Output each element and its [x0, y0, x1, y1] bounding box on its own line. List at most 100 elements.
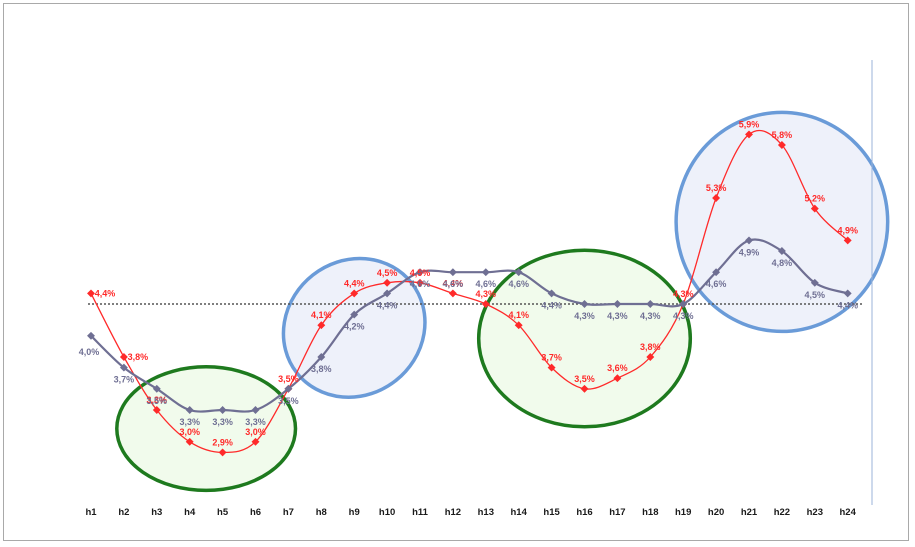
series-1-point-h22 — [777, 141, 786, 149]
series-2-label-h6: 3,3% — [245, 417, 266, 427]
series-1-label-h7: 3,5% — [278, 374, 299, 384]
series-1-point-h23 — [810, 204, 819, 213]
series-1-label-h6: 3,0% — [245, 427, 266, 437]
series-1-label-h21: 5,9% — [739, 119, 760, 129]
series-2-label-h11: 4,6% — [410, 279, 431, 289]
x-tick-h12: h12 — [445, 507, 461, 518]
x-tick-h24: h24 — [840, 507, 857, 518]
series-1-point-h8 — [317, 321, 326, 330]
series-1-point-h13 — [481, 300, 490, 308]
series-1-point-h9 — [350, 289, 359, 298]
series-2-point-h5 — [218, 406, 227, 414]
series-1-label-h11: 4,5% — [410, 268, 431, 278]
x-tick-h14: h14 — [511, 507, 528, 518]
x-tick-h18: h18 — [642, 507, 658, 518]
series-2-point-h3 — [152, 384, 161, 393]
series-2-label-h7: 3,5% — [278, 396, 299, 406]
series-2-label-h18: 4,3% — [640, 311, 661, 321]
series-2-label-h22: 4,8% — [772, 258, 793, 268]
x-tick-h3: h3 — [151, 507, 162, 518]
x-tick-h21: h21 — [741, 507, 758, 518]
series-2-label-h4: 3,3% — [179, 417, 200, 427]
x-tick-h20: h20 — [708, 507, 724, 518]
series-1-point-h20 — [712, 194, 721, 202]
series-2-label-h9: 4,2% — [344, 322, 365, 332]
series-2-label-h16: 4,3% — [574, 311, 595, 321]
series-1-label-h23: 5,2% — [805, 194, 826, 204]
series-1-label-h2: 3,8% — [128, 352, 149, 362]
series-1-label-h22: 5,8% — [772, 130, 793, 140]
series-2-point-h13 — [481, 268, 490, 277]
series-2-label-h15: 4,4% — [541, 300, 562, 310]
x-tick-h8: h8 — [316, 507, 327, 518]
series-2-point-h14 — [514, 268, 523, 277]
series-1-point-h11 — [416, 278, 424, 287]
series-1-label-h15: 3,7% — [541, 353, 562, 363]
series-1-label-h19: 4,3% — [673, 289, 694, 299]
x-tick-h22: h22 — [774, 507, 790, 518]
series-1-point-h17 — [613, 374, 622, 383]
series-2-label-h12: 4,6% — [443, 279, 464, 289]
x-tick-h6: h6 — [250, 507, 261, 518]
series-2-label-h14: 4,6% — [508, 279, 529, 289]
x-axis-ticks: h1 h2 h3 h4 h5 h6 h7 h8 h9 h10 h11 h12 h13 h14 h15 h16 h… — [85, 507, 856, 518]
series-1-point-h3 — [152, 406, 161, 414]
series-1-point-h4 — [185, 437, 194, 446]
data-labels: 4,4%3,8%3,3%3,0%2,9%3,0%3,5%4,1%4,4%4,5%… — [79, 119, 858, 447]
series-2-point-h20 — [712, 268, 721, 277]
x-tick-h2: h2 — [118, 507, 129, 518]
series-2-point-h12 — [448, 268, 457, 277]
series-2-point-h9 — [350, 310, 359, 319]
series-1-label-h10: 4,5% — [377, 268, 398, 278]
x-tick-h11: h11 — [412, 507, 429, 518]
series-1-label-h4: 3,0% — [179, 427, 200, 437]
x-tick-h19: h19 — [675, 507, 691, 518]
series-1-label-h16: 3,5% — [574, 374, 595, 384]
x-tick-h9: h9 — [349, 507, 360, 518]
series-1-point-h5 — [218, 448, 227, 457]
x-tick-h1: h1 — [85, 507, 97, 518]
series-2-label-h8: 3,8% — [311, 364, 332, 374]
series-2-label-h10: 4,4% — [377, 300, 398, 310]
series-1-label-h5: 2,9% — [212, 437, 233, 447]
x-tick-h15: h15 — [543, 507, 560, 518]
highlight-ellipse-1 — [115, 365, 298, 493]
series-2-label-h21: 4,9% — [739, 247, 760, 257]
series-2-point-h7 — [284, 384, 293, 393]
series-2-label-h1: 4,0% — [79, 347, 100, 357]
highlight-ellipses — [115, 110, 890, 493]
series-1-point-h15 — [547, 363, 556, 372]
series-1-label-h8: 4,1% — [311, 310, 332, 320]
series-2-label-h24: 4,4% — [837, 300, 858, 310]
series-1-label-h1: 4,4% — [95, 288, 116, 298]
series-1-label-h24: 4,9% — [837, 225, 858, 235]
x-tick-h7: h7 — [283, 507, 294, 518]
series-1-point-h12 — [448, 289, 457, 298]
x-tick-h16: h16 — [576, 507, 592, 518]
x-tick-h13: h13 — [478, 507, 494, 518]
series-2-label-h23: 4,5% — [805, 290, 826, 300]
series-2-point-h10 — [383, 289, 392, 298]
series-1-label-h9: 4,4% — [344, 278, 365, 288]
series-2-label-h17: 4,3% — [607, 311, 628, 321]
series-1-label-h20: 5,3% — [706, 183, 727, 193]
x-tick-h5: h5 — [217, 507, 229, 518]
series-1-label-h13: 4,3% — [476, 289, 497, 299]
series-1-label-h14: 4,1% — [508, 310, 529, 320]
x-tick-h10: h10 — [379, 507, 395, 518]
series-2-label-h19: 4,3% — [673, 311, 694, 321]
series-2-label-h20: 4,6% — [706, 279, 727, 289]
series-2-label-h13: 4,6% — [476, 279, 497, 289]
series-1-label-h17: 3,6% — [607, 363, 628, 373]
series-2-point-h22 — [777, 247, 786, 255]
highlight-ellipse-3 — [476, 248, 693, 429]
x-tick-h23: h23 — [807, 507, 823, 518]
series-2-label-h2: 3,7% — [114, 375, 135, 385]
series-1-label-h3: 3,3% — [147, 395, 168, 405]
series-2-label-h3: 3,5% — [147, 396, 168, 406]
series-2-point-h4 — [185, 406, 194, 414]
x-tick-h17: h17 — [609, 507, 625, 518]
x-tick-h4: h4 — [184, 507, 196, 518]
series-2-point-h8 — [317, 353, 326, 361]
